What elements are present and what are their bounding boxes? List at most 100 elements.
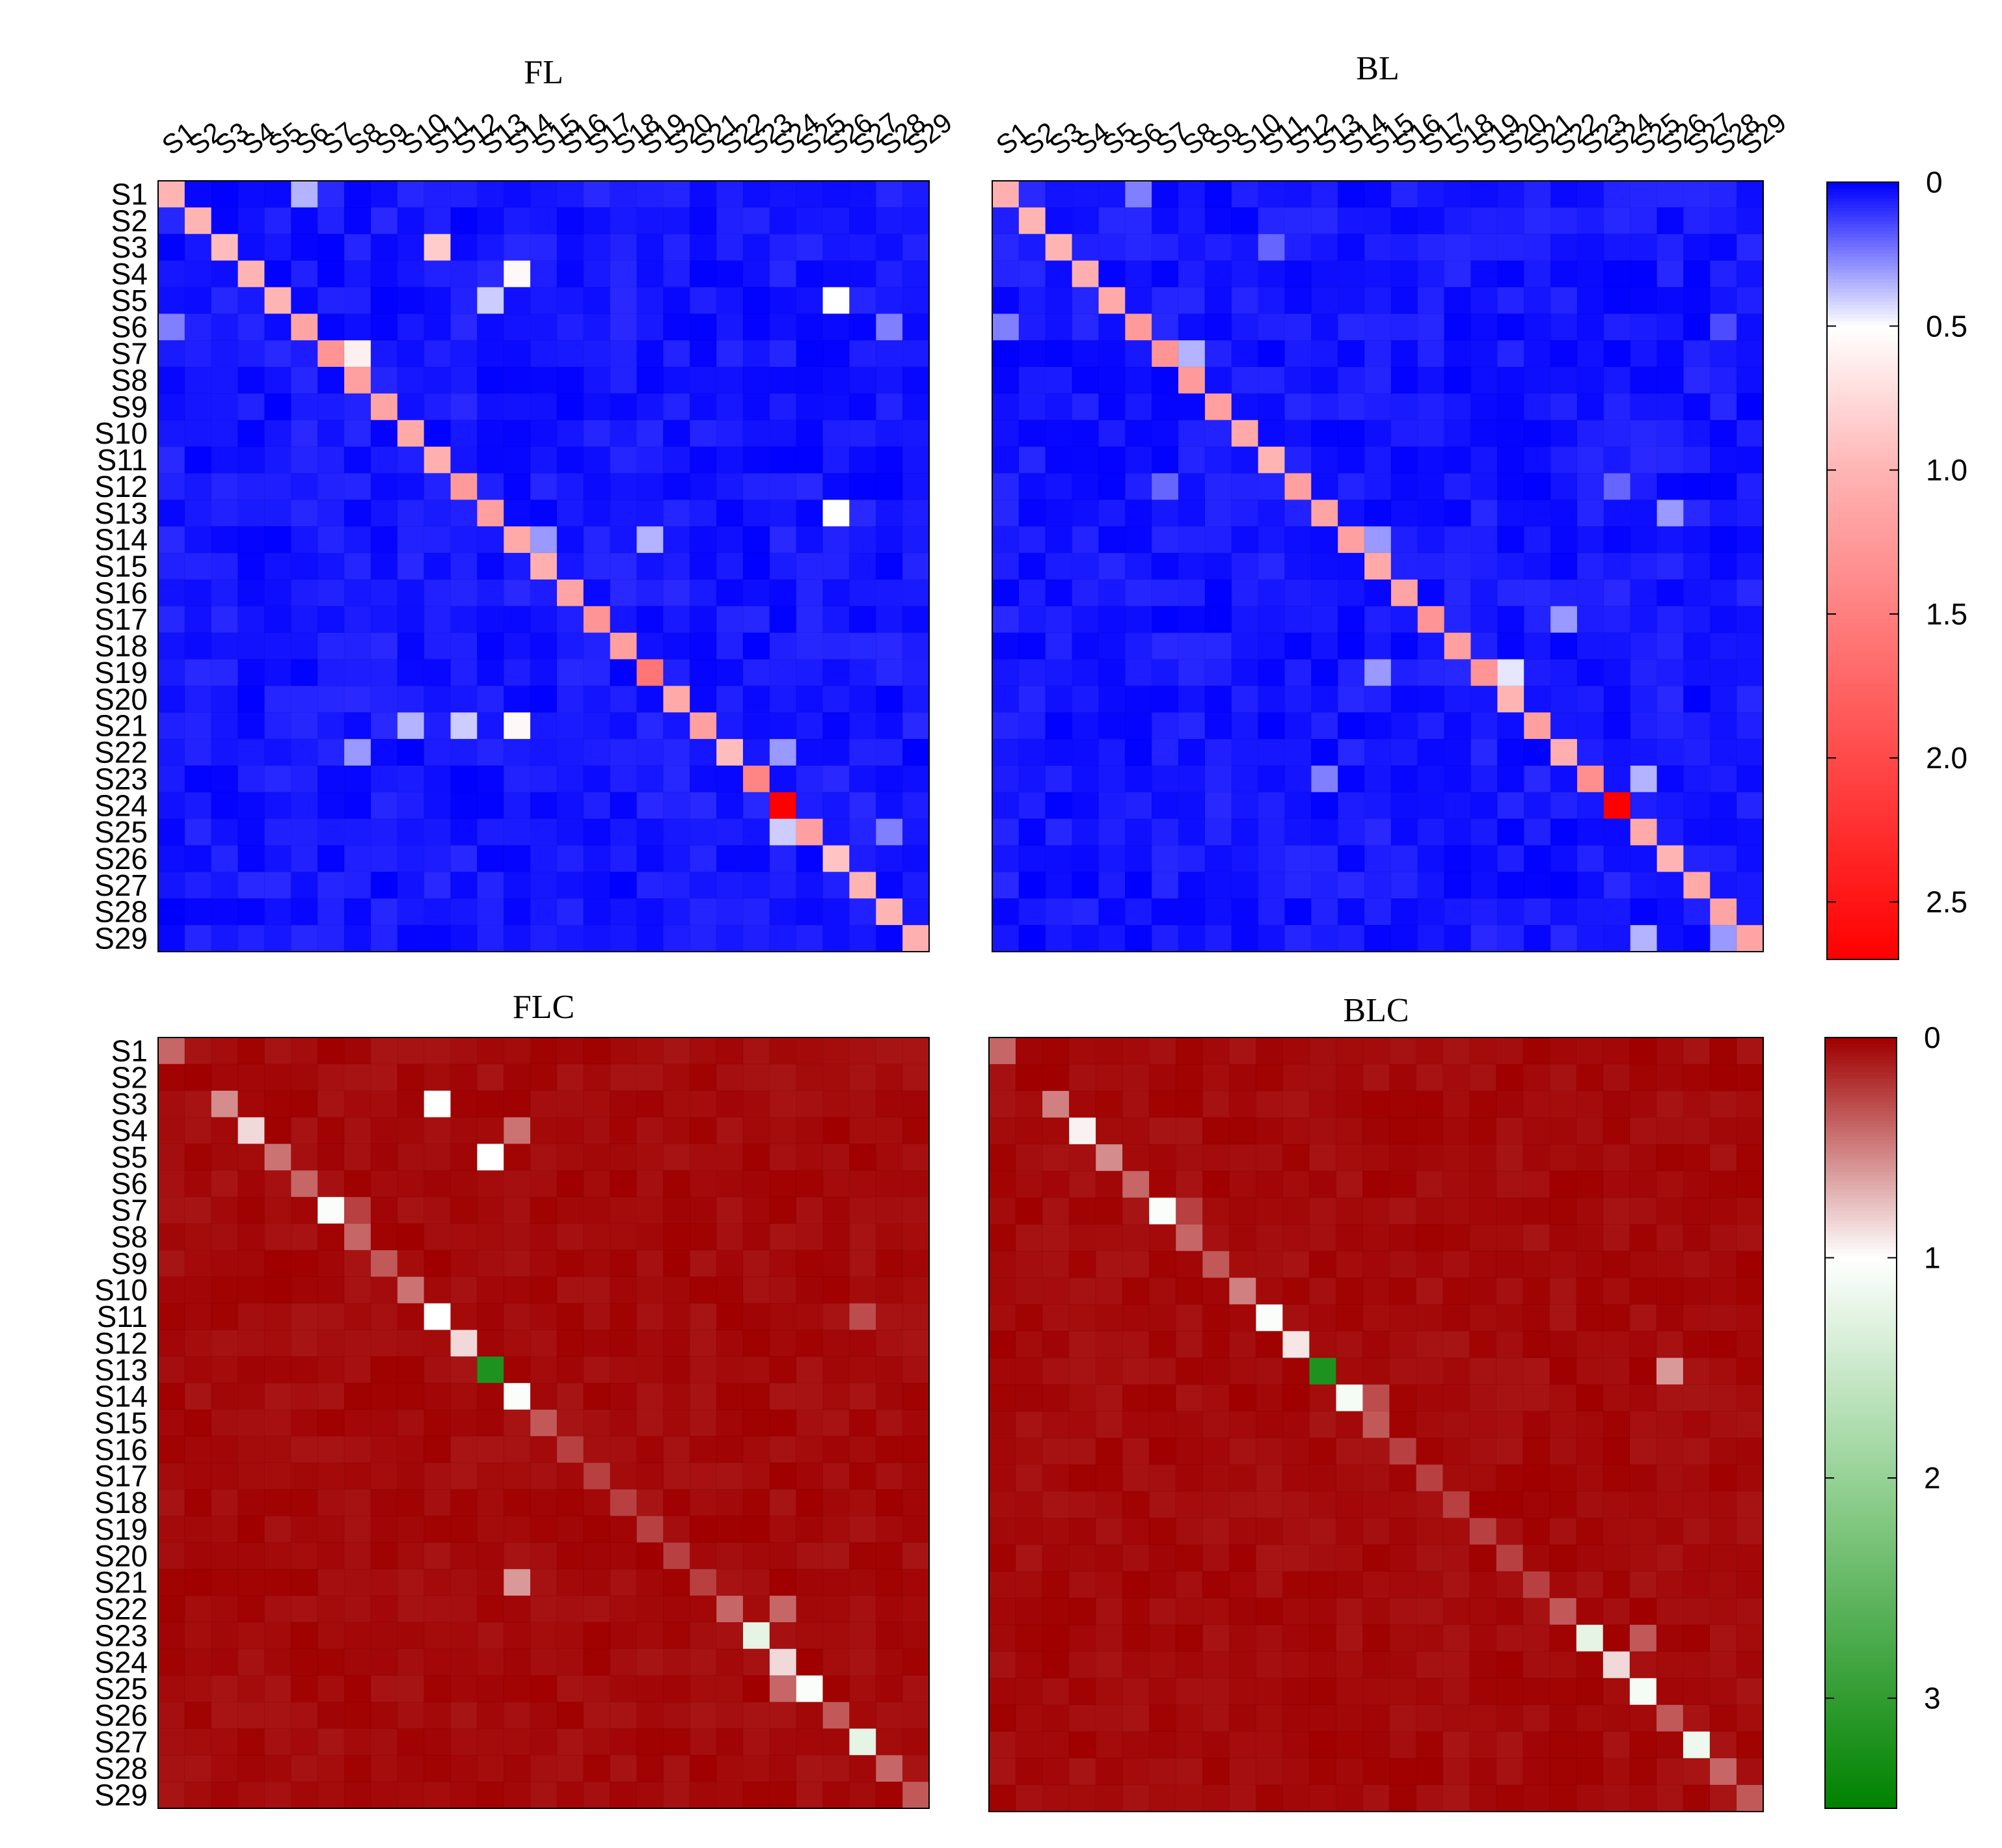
cell-S6-S19 xyxy=(1470,313,1498,341)
cell-S17-S27 xyxy=(1683,606,1711,634)
cell-S28-S7 xyxy=(1148,1758,1177,1786)
cell-S22-S27 xyxy=(848,738,877,766)
colorbar-swatch xyxy=(1825,1750,1897,1754)
cell-S7-S3 xyxy=(1042,1197,1070,1225)
cell-S26-S28 xyxy=(1709,845,1738,873)
cell-S14-S27 xyxy=(848,1382,877,1410)
cell-S26-S9 xyxy=(1204,845,1232,873)
cell-S3-S23 xyxy=(742,1090,770,1118)
cell-S7-S1 xyxy=(988,1197,1016,1225)
cell-S11-S16 xyxy=(556,1303,584,1331)
cell-S10-S10 xyxy=(397,420,425,448)
cell-S23-S29 xyxy=(1736,765,1764,793)
colorbar-swatch xyxy=(1827,250,1899,254)
cell-S19-S28 xyxy=(1709,659,1738,687)
cell-S20-S11 xyxy=(424,1542,452,1570)
cell-S10-S20 xyxy=(662,1276,691,1304)
cell-S2-S16 xyxy=(1390,207,1418,235)
cell-S19-S7 xyxy=(317,1516,345,1544)
cell-S4-S29 xyxy=(902,260,930,288)
cell-S6-S3 xyxy=(211,313,239,341)
y-tick-S16: S16 xyxy=(94,1432,148,1466)
cell-S9-S17 xyxy=(583,393,611,421)
cell-S18-S16 xyxy=(1389,1491,1417,1519)
cell-S2-S11 xyxy=(424,207,452,235)
cell-S28-S13 xyxy=(1310,898,1339,926)
colorbar-swatch xyxy=(1827,356,1899,361)
cell-S3-S23 xyxy=(742,234,770,261)
cell-S15-S5 xyxy=(264,552,292,580)
cell-S27-S27 xyxy=(1683,1731,1711,1759)
cell-S3-S29 xyxy=(902,234,930,261)
cell-S23-S13 xyxy=(1308,1624,1337,1652)
cell-S23-S1 xyxy=(992,765,1020,793)
cell-S24-S8 xyxy=(344,792,372,820)
cell-S2-S25 xyxy=(1629,1064,1657,1091)
cell-S14-S26 xyxy=(822,526,850,554)
colorbar-swatch xyxy=(1825,1757,1897,1761)
colorbar-swatch xyxy=(1827,619,1899,623)
cell-S16-S5 xyxy=(1098,579,1126,607)
cell-S22-S13 xyxy=(1310,738,1339,766)
cell-S1-S29 xyxy=(902,1037,930,1065)
cell-S5-S23 xyxy=(1576,286,1604,315)
cell-S29-S1 xyxy=(157,1781,185,1809)
cell-S1-S11 xyxy=(424,180,452,208)
cell-S4-S16 xyxy=(556,1117,584,1145)
cell-S22-S17 xyxy=(583,1595,611,1623)
colorbar-swatch xyxy=(1827,742,1899,747)
cell-S22-S19 xyxy=(1470,738,1498,766)
colorbar-swatch xyxy=(1825,1509,1897,1514)
cell-S7-S10 xyxy=(397,1196,425,1224)
cell-S29-S18 xyxy=(610,1781,638,1809)
cell-S25-S27 xyxy=(848,818,877,846)
cell-S23-S6 xyxy=(1124,765,1153,793)
cell-S8-S29 xyxy=(1736,1224,1764,1252)
cell-S14-S22 xyxy=(1549,1384,1577,1412)
cell-S27-S8 xyxy=(1175,1731,1204,1759)
cell-S10-S16 xyxy=(1390,420,1418,448)
cell-S10-S27 xyxy=(1683,1277,1711,1306)
cell-S2-S18 xyxy=(610,1064,638,1091)
cell-S4-S21 xyxy=(689,260,717,288)
cell-S2-S12 xyxy=(1284,207,1312,235)
cell-S26-S20 xyxy=(662,845,691,873)
cell-S12-S26 xyxy=(822,472,850,501)
cell-S9-S4 xyxy=(1072,393,1100,421)
cell-S9-S20 xyxy=(662,1250,691,1278)
cell-S21-S24 xyxy=(769,712,797,740)
cell-S8-S25 xyxy=(796,1223,824,1251)
colorbar-swatch xyxy=(1825,1436,1897,1440)
cell-S12-S3 xyxy=(211,472,239,501)
cell-S14-S15 xyxy=(1364,526,1392,554)
cell-S4-S2 xyxy=(184,260,212,288)
cell-S7-S27 xyxy=(1683,340,1711,368)
cell-S24-S1 xyxy=(988,1651,1016,1679)
cell-S21-S10 xyxy=(1228,1571,1257,1599)
cell-S11-S19 xyxy=(1469,1304,1497,1332)
cell-S27-S17 xyxy=(583,871,611,900)
cell-S26-S25 xyxy=(796,845,824,873)
colorbar-swatch xyxy=(1827,797,1899,801)
colorbar-swatch xyxy=(1825,1557,1897,1562)
cell-S27-S14 xyxy=(503,871,531,900)
cell-S27-S1 xyxy=(157,1728,185,1756)
cell-S5-S2 xyxy=(1018,286,1046,315)
cell-S4-S7 xyxy=(1148,1117,1177,1145)
cell-S7-S24 xyxy=(769,340,797,368)
colorbar-swatch xyxy=(1827,697,1899,701)
cell-S17-S17 xyxy=(1416,1464,1444,1492)
cell-S1-S2 xyxy=(1018,180,1046,208)
cell-S2-S18 xyxy=(1444,207,1472,235)
cell-S2-S5 xyxy=(264,207,292,235)
cell-S17-S29 xyxy=(902,1462,930,1490)
cell-S9-S19 xyxy=(636,1250,664,1278)
colorbar-swatch xyxy=(1827,768,1899,773)
cell-S17-S27 xyxy=(1683,1464,1711,1492)
cell-S25-S10 xyxy=(1228,1678,1257,1706)
colorbar-swatch xyxy=(1827,590,1899,595)
cell-S11-S8 xyxy=(344,446,372,474)
cell-S11-S27 xyxy=(848,446,877,474)
cell-S14-S1 xyxy=(157,1382,185,1410)
cell-S27-S13 xyxy=(1308,1731,1337,1759)
